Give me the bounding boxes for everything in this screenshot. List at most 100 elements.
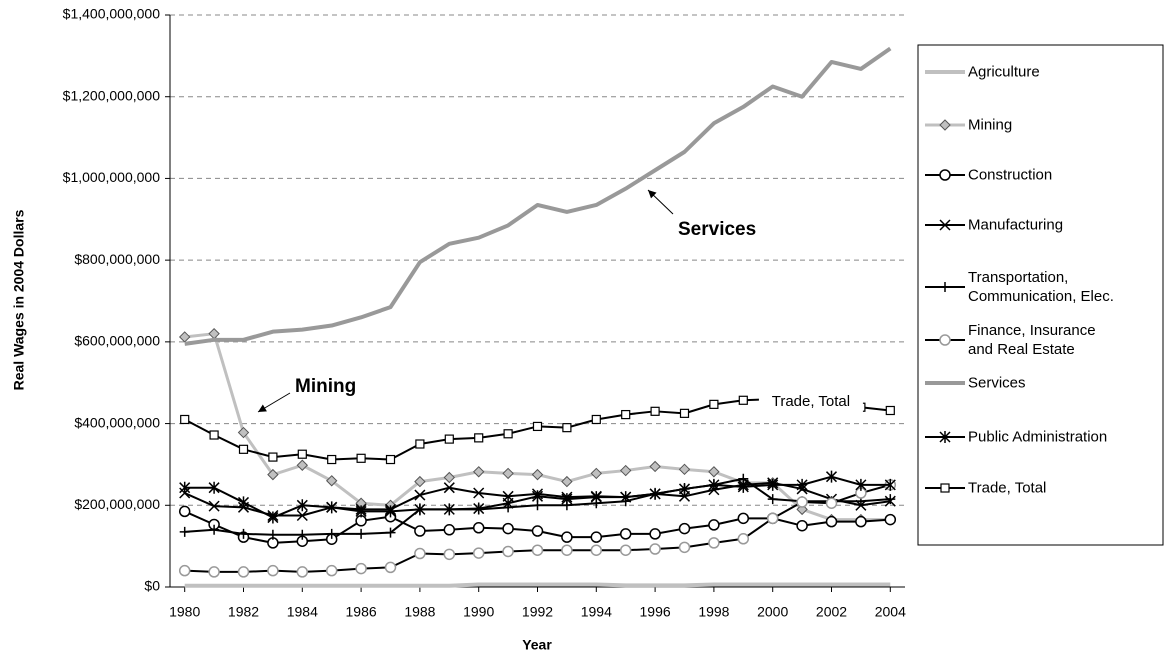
x-axis-title: Year [522, 637, 552, 653]
marker [297, 529, 308, 540]
marker [296, 566, 309, 578]
marker [326, 528, 337, 539]
marker [268, 452, 278, 462]
series-label: Trade, Total [772, 393, 850, 410]
y-tick-label: $0 [144, 578, 160, 594]
marker [384, 561, 397, 574]
x-tick-label: 2000 [757, 604, 788, 620]
marker [297, 449, 307, 459]
marker [590, 531, 603, 543]
marker [414, 489, 426, 501]
x-tick-label: 1980 [169, 604, 200, 620]
marker [443, 471, 456, 484]
marker [939, 431, 951, 443]
marker [885, 405, 895, 416]
marker [444, 434, 454, 444]
marker [238, 528, 249, 539]
marker [209, 430, 219, 440]
marker [208, 481, 220, 494]
marker [766, 512, 779, 525]
marker [443, 482, 455, 494]
marker [385, 454, 396, 465]
arrow-head [648, 190, 657, 199]
marker [355, 562, 367, 575]
legend-label: Trade, Total [968, 479, 1047, 497]
y-axis-title: Real Wages in 2004 Dollars [11, 209, 27, 390]
marker [414, 475, 426, 488]
y-tick-label: $600,000,000 [74, 333, 160, 349]
marker [267, 468, 279, 481]
marker [825, 470, 838, 483]
marker [767, 494, 778, 505]
marker [237, 496, 250, 509]
legend-label: Construction [968, 166, 1053, 184]
marker [209, 524, 220, 535]
x-tick-label: 1982 [228, 604, 259, 620]
marker [531, 525, 544, 537]
legend-label: Transportation, Communication, Elec. [968, 269, 1114, 305]
marker [532, 421, 543, 432]
series [184, 582, 891, 588]
marker [179, 526, 190, 537]
x-tick-label: 1996 [640, 604, 671, 620]
marker [267, 529, 278, 540]
x-tick-label: 1990 [463, 604, 494, 620]
marker [709, 399, 719, 409]
x-tick-label: 1998 [698, 604, 729, 620]
series [179, 470, 896, 524]
legend-label: Mining [968, 116, 1013, 134]
marker [327, 454, 337, 465]
marker [737, 512, 750, 525]
marker [414, 503, 426, 516]
legend-label: Manufacturing [968, 216, 1064, 234]
marker [737, 480, 749, 493]
marker [472, 547, 485, 559]
marker [796, 519, 808, 532]
marker [473, 487, 485, 499]
marker [679, 408, 690, 418]
annotation: Mining [295, 376, 356, 397]
y-tick-label: $1,000,000,000 [63, 169, 161, 185]
marker [384, 505, 397, 518]
marker [738, 395, 748, 405]
marker [178, 331, 191, 343]
marker [414, 547, 426, 560]
marker [502, 522, 514, 535]
marker [885, 494, 896, 505]
marker [855, 478, 867, 491]
marker [649, 543, 661, 555]
y-tick-label: $400,000,000 [74, 414, 160, 430]
marker [208, 566, 220, 578]
series-line [184, 46, 892, 346]
marker [326, 501, 338, 514]
marker [472, 466, 485, 478]
marker [619, 528, 632, 540]
marker [238, 444, 249, 454]
marker [561, 544, 573, 556]
marker [591, 414, 601, 425]
marker [590, 491, 602, 504]
marker [590, 544, 603, 556]
marker [474, 433, 484, 443]
marker [678, 463, 691, 476]
marker [855, 515, 867, 528]
y-tick-label: $1,400,000,000 [63, 6, 161, 22]
marker [325, 564, 338, 577]
marker [825, 497, 838, 509]
marker [708, 478, 720, 491]
marker [619, 464, 632, 477]
marker [502, 467, 514, 480]
marker [796, 496, 808, 508]
marker [649, 528, 661, 540]
marker [649, 460, 661, 473]
x-tick-label: 2004 [875, 604, 906, 620]
marker [179, 481, 191, 494]
x-tick-label: 1994 [581, 604, 612, 620]
marker [619, 544, 632, 556]
marker [650, 406, 660, 416]
series [178, 479, 897, 578]
y-tick-label: $800,000,000 [74, 251, 160, 267]
marker [443, 524, 456, 536]
series [184, 46, 892, 346]
marker [561, 531, 573, 543]
